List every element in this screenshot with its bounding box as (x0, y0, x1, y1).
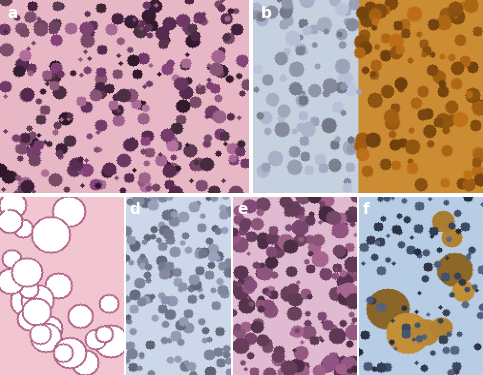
Text: b: b (260, 6, 271, 21)
Text: f: f (363, 202, 369, 217)
Text: d: d (129, 202, 140, 217)
Text: a: a (7, 6, 18, 21)
Text: c: c (4, 202, 13, 217)
Text: e: e (237, 202, 247, 217)
